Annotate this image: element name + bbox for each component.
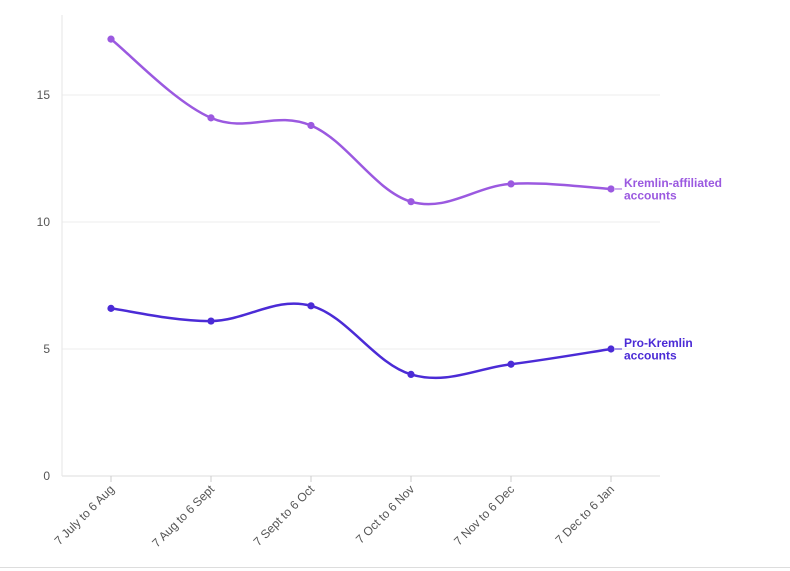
series-layer [107,35,615,380]
y-tick-label: 10 [37,215,51,229]
data-point [207,114,215,122]
y-tick-label: 0 [43,469,50,483]
data-point [407,370,415,378]
x-tick-label: 7 Dec to 6 Jan [552,482,617,547]
data-point [507,180,515,188]
series-label-line: Pro-Kremlin [624,336,693,350]
series-label-line: Kremlin-affiliated [624,176,722,190]
series-label: Pro-Kremlin accounts [624,336,693,363]
grid-layer [62,94,660,477]
x-tick-label: 7 Aug to 6 Sept [149,482,217,550]
data-point [607,185,615,193]
data-point [507,360,515,368]
series-line [109,37,613,206]
y-tick-label: 15 [37,88,51,102]
data-point [307,121,315,130]
series-line [109,302,613,380]
bottom-divider [0,567,790,568]
data-point [207,317,215,325]
data-point [107,304,115,312]
x-tick-label: 7 Oct to 6 Nov [353,482,417,546]
data-point [607,345,615,353]
data-point [307,302,315,310]
y-tick-label: 5 [43,342,50,356]
data-point [107,35,115,43]
series-label: Kremlin-affiliated accounts [624,176,722,203]
series-label-line: accounts [624,349,677,363]
x-tick-label: 7 Sept to 6 Oct [251,482,318,549]
data-point [407,198,415,206]
x-tick-label: 7 Nov to 6 Dec [451,482,517,548]
series-label-line: accounts [624,188,677,202]
x-tick-label: 7 July to 6 Aug [52,482,118,548]
